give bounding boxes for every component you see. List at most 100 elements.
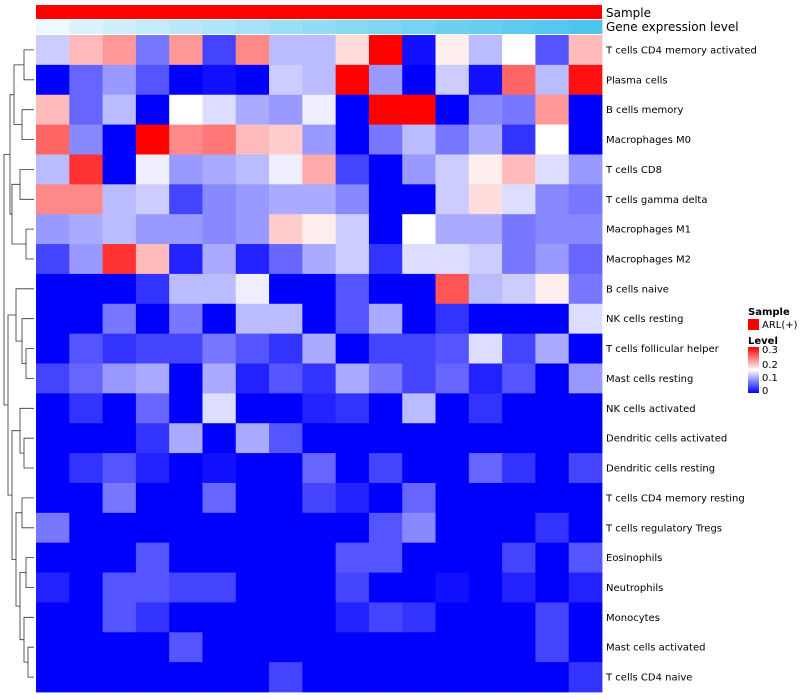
dendrogram-branch [19,407,34,454]
heatmap-cell [102,662,137,693]
heatmap-cell [135,303,170,335]
heatmap-cell [368,333,403,364]
heatmap-cell [435,94,470,125]
heatmap-cell [335,303,370,335]
heatmap-cell [535,453,570,484]
heatmap-cell [468,482,503,514]
heatmap-cell [169,333,203,364]
row-label: Dendritic cells activated [606,434,727,445]
heatmap-cell [169,64,203,96]
row-label: T cells CD4 naive [605,673,692,684]
heatmap-cell [435,154,470,185]
heatmap-cell [235,184,270,215]
heatmap-cell [402,602,436,633]
heatmap-cell [69,423,103,454]
heatmap-cell [468,512,503,544]
heatmap-cell [269,214,303,245]
heatmap-cell [402,94,436,125]
heatmap-cell [102,453,137,484]
legend-sample: Sample ARL(+) [748,307,798,331]
annotation-cell-expression [502,20,536,34]
dendrogram-branch [23,616,34,663]
heatmap-cell [202,303,237,335]
heatmap-cell [368,94,403,125]
heatmap-cell [368,572,403,603]
heatmap-cell [468,94,503,125]
dendrogram-branch [11,183,26,245]
row-label: B cells naive [606,284,669,295]
heatmap-cell [502,542,536,573]
heatmap-cell [502,214,536,245]
heatmap-cell [468,393,503,424]
heatmap-cell [468,542,503,573]
heatmap-cell [402,512,436,544]
heatmap-cell [36,154,70,185]
legend-level-tick: 0 [762,386,768,397]
heatmap-cell [169,632,203,663]
legend-sample-swatch [748,319,759,330]
heatmap-cell [169,482,203,514]
heatmap-cell [435,35,470,66]
heatmap-cell [169,363,203,394]
heatmap-cell [69,662,103,693]
heatmap-cell [468,363,503,394]
heatmap-cell [235,662,270,693]
heatmap-cell [202,154,237,185]
annotation-label-gene-expression: Gene expression level [606,20,739,34]
heatmap-cell [335,423,370,454]
annotation-cell-expression [169,20,203,34]
heatmap-cell [368,124,403,155]
heatmap-cell [235,303,270,335]
row-label: Macrophages M1 [606,225,691,236]
heatmap-cell [435,214,470,245]
heatmap-cell [135,512,170,544]
heatmap-cell [69,453,103,484]
heatmap-cell [402,393,436,424]
heatmap-cell [36,632,70,663]
heatmap-cell [435,453,470,484]
heatmap-cell [169,273,203,305]
annotation-cell-expression [302,20,337,34]
heatmap-cell [36,303,70,335]
heatmap-cell [335,244,370,275]
heatmap-cell [269,154,303,185]
heatmap-cell [202,94,237,125]
heatmap-cell [302,333,337,364]
heatmap-cell [535,244,570,275]
heatmap-cell [36,482,70,514]
heatmap-cell [502,184,536,215]
dendrogram-branch [23,437,34,469]
heatmap-cell [335,662,370,693]
heatmap-cell [568,333,603,364]
legend-sample-entry: ARL(+) [762,320,798,331]
heatmap-cell [468,154,503,185]
heatmap-cell [502,453,536,484]
heatmap-cell [269,423,303,454]
heatmap-cell [69,512,103,544]
heatmap-cell [102,303,137,335]
heatmap-cell [468,273,503,305]
heatmap-cell [36,94,70,125]
annotation-cell-expression [468,20,503,34]
heatmap-cell [535,154,570,185]
heatmap-cell [102,214,137,245]
annotation-cell-expression [36,20,70,34]
heatmap-cell [102,184,137,215]
heatmap-cell [402,124,436,155]
heatmap-cell [36,423,70,454]
row-label: T cells CD4 memory resting [605,493,745,504]
heatmap-cell [202,273,237,305]
heatmap-cell [202,124,237,155]
heatmap-cell [568,512,603,544]
heatmap-cell [269,512,303,544]
heatmap-cell [402,333,436,364]
heatmap-cell [402,632,436,663]
heatmap-cell [269,632,303,663]
heatmap-cell [335,154,370,185]
heatmap-cell [269,244,303,275]
heatmap-cell [36,363,70,394]
heatmap-cell [169,423,203,454]
heatmap-cell [368,184,403,215]
heatmap-cell [235,572,270,603]
